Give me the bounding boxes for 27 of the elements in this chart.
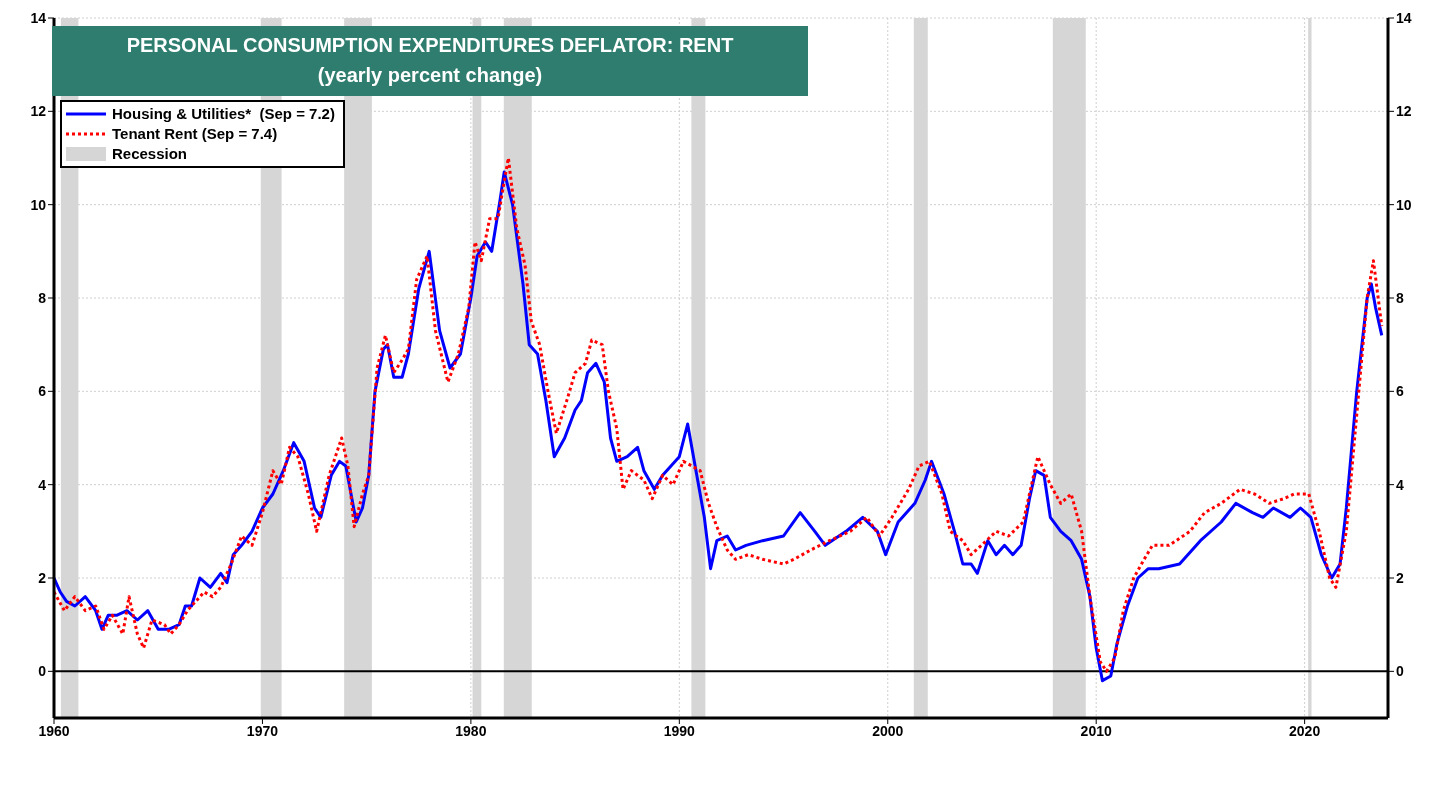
y2-tick-label: 8 bbox=[1396, 289, 1404, 306]
y2-tick-label: 0 bbox=[1396, 663, 1404, 680]
y2-tick-label: 12 bbox=[1396, 103, 1412, 120]
x-tick-label: 1960 bbox=[38, 722, 70, 739]
x-tick-label: 1970 bbox=[246, 722, 279, 739]
y2-tick-label: 4 bbox=[1396, 476, 1404, 493]
y-tick-label: 10 bbox=[30, 196, 47, 213]
legend-label: Housing & Utilities* (Sep = 7.2) bbox=[112, 104, 335, 124]
x-tick-label: 2000 bbox=[872, 722, 904, 739]
y-tick-label: 8 bbox=[38, 289, 47, 306]
y-tick-label: 0 bbox=[38, 663, 47, 680]
y2-tick-label: 2 bbox=[1396, 569, 1404, 586]
y-tick-label: 4 bbox=[38, 476, 47, 493]
x-tick-label: 1990 bbox=[663, 722, 696, 739]
x-tick-label: 2020 bbox=[1289, 722, 1321, 739]
y2-tick-label: 10 bbox=[1396, 196, 1412, 213]
y-tick-label: 14 bbox=[30, 9, 47, 26]
y-tick-label: 2 bbox=[38, 569, 47, 586]
title-banner: PERSONAL CONSUMPTION EXPENDITURES DEFLATOR: RENT (yearly percent change) bbox=[52, 26, 808, 96]
y-tick-label: 6 bbox=[38, 383, 47, 400]
x-tick-label: 1980 bbox=[455, 722, 487, 739]
y2-tick-label: 6 bbox=[1396, 383, 1404, 400]
legend-label: Tenant Rent (Sep = 7.4) bbox=[112, 124, 278, 144]
band-label: Recession bbox=[112, 144, 188, 164]
y2-tick-label: 14 bbox=[1396, 9, 1412, 26]
y-tick-label: 12 bbox=[30, 103, 47, 120]
x-tick-label: 2010 bbox=[1080, 722, 1112, 739]
